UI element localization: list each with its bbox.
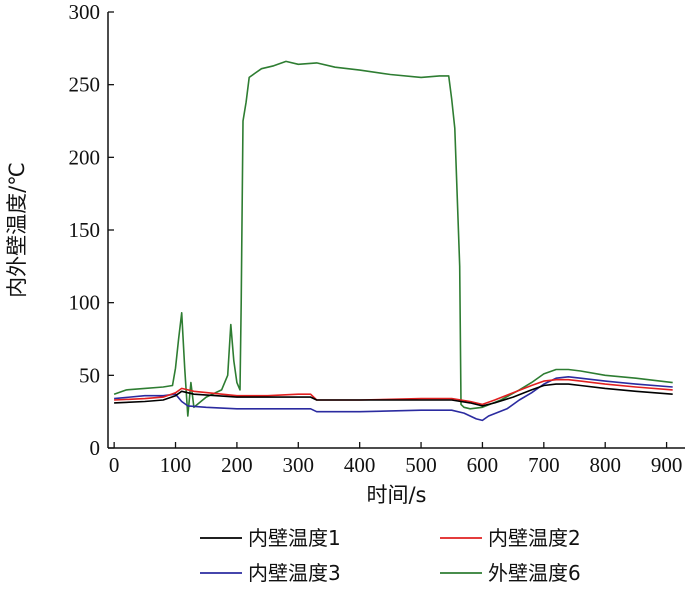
legend-label-4: 外壁温度6 <box>488 561 581 585</box>
series-line-3 <box>114 376 673 422</box>
x-tick-label: 0 <box>109 453 120 477</box>
y-tick-label: 250 <box>69 73 101 97</box>
x-tick-label: 100 <box>160 453 192 477</box>
x-tick-label: 900 <box>651 453 683 477</box>
legend-label-3: 内壁温度3 <box>248 561 341 585</box>
plot-area <box>113 60 673 422</box>
y-tick-label: 100 <box>69 291 101 315</box>
legend-label-2: 内壁温度2 <box>488 526 581 550</box>
x-tick-label: 600 <box>467 453 499 477</box>
y-tick-label: 300 <box>69 0 101 24</box>
axes: 0 100 200 300 400 500 600 700 800 900 0 50 100 150 200… <box>69 0 685 477</box>
y-tick-label: 50 <box>79 363 100 387</box>
legend-label-1: 内壁温度1 <box>248 526 341 550</box>
x-tick-label: 700 <box>528 453 560 477</box>
x-tick-label: 800 <box>589 453 621 477</box>
x-tick-label: 300 <box>283 453 315 477</box>
y-tick-label: 200 <box>69 145 101 169</box>
y-axis-label: 内外壁温度/℃ <box>5 162 29 298</box>
x-axis-label: 时间/s <box>366 483 426 507</box>
y-tick-label: 150 <box>69 218 101 242</box>
x-tick-label: 200 <box>221 453 253 477</box>
legend: 内壁温度1 内壁温度2 内壁温度3 外壁温度6 <box>200 526 581 585</box>
x-tick-label: 500 <box>405 453 437 477</box>
series-line-1 <box>114 383 673 407</box>
series-line-4 <box>113 60 673 417</box>
x-tick-label: 400 <box>344 453 376 477</box>
y-tick-label: 0 <box>90 436 101 460</box>
series-line-2 <box>114 378 673 406</box>
